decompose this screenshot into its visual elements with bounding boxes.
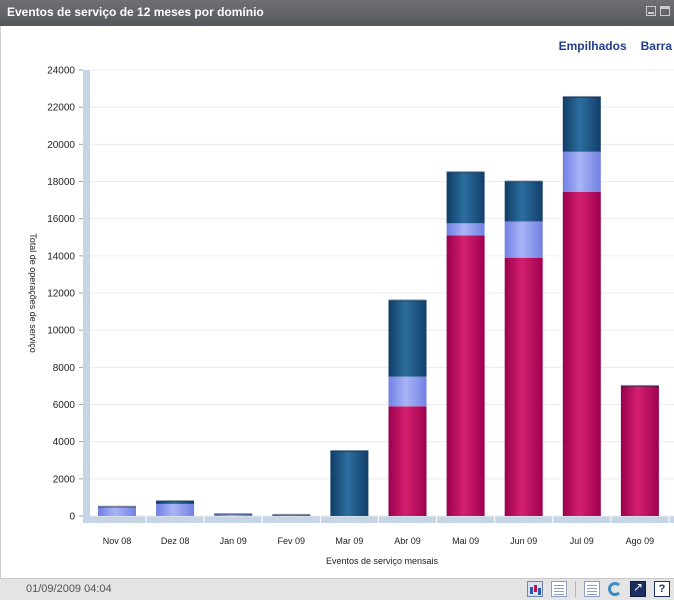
- bar-top-edge: [330, 450, 368, 452]
- chart-view-icon[interactable]: [527, 581, 543, 597]
- y-axis-title: Total de operações de serviço: [28, 233, 38, 353]
- bar-top-edge: [563, 96, 601, 98]
- y-tick-label: 4000: [53, 437, 76, 448]
- bar-top-edge: [214, 513, 252, 515]
- y-tick-label: 22000: [47, 103, 75, 114]
- x-tick-label: Mai 09: [452, 536, 479, 546]
- window-title: Eventos de serviço de 12 meses por domín…: [7, 5, 264, 19]
- bar-segment[interactable]: [330, 451, 368, 516]
- x-tick-label: Dez 08: [161, 536, 190, 546]
- x-tick-label: Jul 09: [570, 536, 594, 546]
- y-tick-label: 18000: [47, 177, 75, 188]
- view-toggle-links: Empilhados Barra: [559, 39, 672, 53]
- bar-top-edge: [156, 500, 194, 502]
- minimize-icon[interactable]: [646, 6, 656, 16]
- status-bar: 01/09/2009 04:04 ?: [0, 578, 674, 600]
- stacked-view-link[interactable]: Empilhados: [559, 39, 627, 53]
- bar-segment[interactable]: [447, 235, 485, 516]
- x-tick-label: Fev 09: [278, 536, 306, 546]
- y-tick-label: 14000: [47, 251, 75, 262]
- bar-segment[interactable]: [156, 504, 194, 516]
- x-tick-label: Mar 09: [335, 536, 363, 546]
- export-icon[interactable]: [630, 581, 646, 597]
- bar-segment[interactable]: [389, 406, 427, 516]
- x-tick-label: Jan 09: [220, 536, 247, 546]
- y-tick-label: 6000: [53, 400, 76, 411]
- bar-top-edge: [272, 514, 310, 516]
- y-tick-label: 24000: [47, 66, 75, 77]
- bar-segment[interactable]: [447, 172, 485, 223]
- bar-segment[interactable]: [505, 182, 543, 222]
- timestamp: 01/09/2009 04:04: [26, 583, 112, 595]
- bar-top-edge: [447, 171, 485, 173]
- service-events-chart: 0 2000 4000 6000 8000 10000 12000 14000 16000 180…: [0, 58, 674, 578]
- y-tick-label: 10000: [47, 326, 75, 337]
- bar-segment[interactable]: [389, 300, 427, 376]
- x-axis-title: Eventos de serviço mensais: [326, 556, 439, 566]
- x-tick-label: Abr 09: [394, 536, 421, 546]
- bar-top-edge: [98, 506, 136, 508]
- y-tick-label: 0: [69, 512, 75, 523]
- toolbar-divider: [575, 581, 576, 597]
- y-tick-label: 2000: [53, 474, 76, 485]
- bar-top-edge: [505, 181, 543, 183]
- bar-top-edge: [389, 299, 427, 301]
- bar-top-edge: [621, 385, 659, 387]
- window-titlebar: Eventos de serviço de 12 meses por domín…: [0, 0, 674, 26]
- y-tick-label: 12000: [47, 289, 75, 300]
- y-tick-label: 20000: [47, 140, 75, 151]
- maximize-icon[interactable]: [660, 6, 670, 16]
- x-tick-label: Nov 08: [103, 536, 132, 546]
- bar-view-link[interactable]: Barra: [641, 39, 672, 53]
- bar-segment[interactable]: [621, 386, 659, 516]
- bar-segment[interactable]: [563, 152, 601, 192]
- bar-segment[interactable]: [563, 97, 601, 152]
- bar-segment[interactable]: [563, 192, 601, 516]
- x-tick-label: Ago 09: [626, 536, 655, 546]
- list-icon[interactable]: [584, 581, 600, 597]
- bar-segment[interactable]: [505, 221, 543, 257]
- bar-segment[interactable]: [505, 258, 543, 516]
- y-axis-wall: [83, 70, 90, 520]
- refresh-icon[interactable]: [608, 582, 622, 596]
- y-tick-label: 8000: [53, 363, 76, 374]
- bar-segment[interactable]: [98, 507, 136, 516]
- bar-segment[interactable]: [447, 223, 485, 235]
- help-icon[interactable]: ?: [654, 581, 670, 597]
- table-view-icon[interactable]: [551, 581, 567, 597]
- y-tick-label: 16000: [47, 214, 75, 225]
- x-tick-label: Jun 09: [510, 536, 537, 546]
- bar-segment[interactable]: [389, 377, 427, 407]
